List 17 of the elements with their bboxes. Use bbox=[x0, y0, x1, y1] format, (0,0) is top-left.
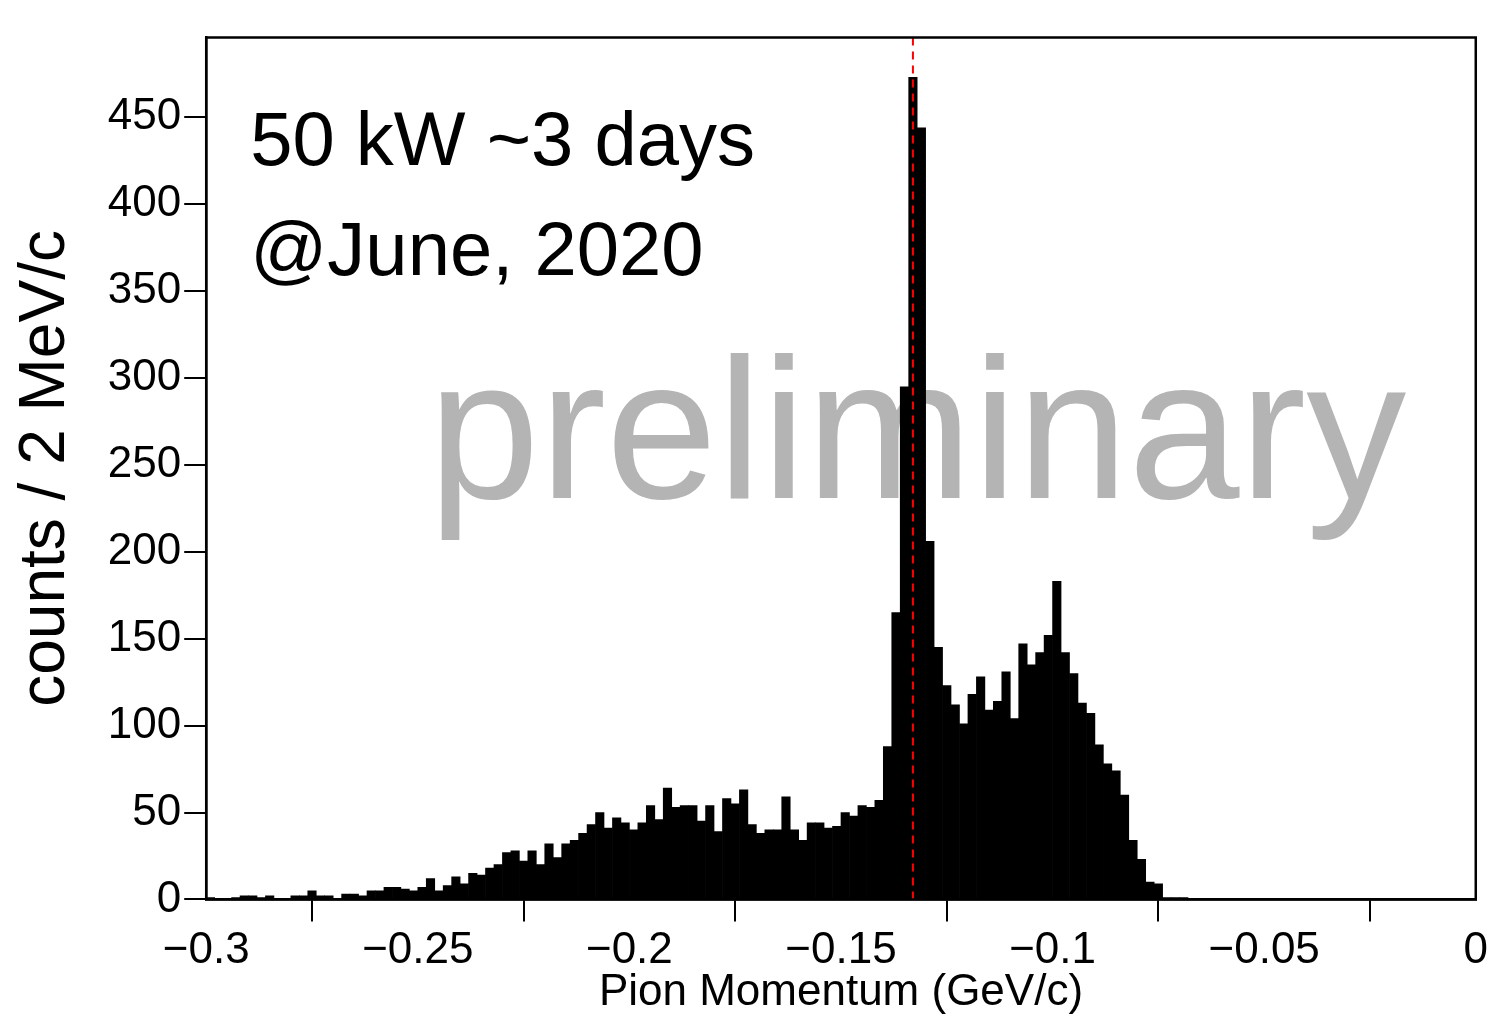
x-tick-label: 0 bbox=[1463, 922, 1489, 972]
y-tick-label: 150 bbox=[107, 610, 182, 660]
y-tick-label: 450 bbox=[107, 89, 182, 139]
y-axis-title: counts / 2 MeV/c bbox=[6, 230, 79, 707]
y-tick-label: 300 bbox=[107, 350, 182, 400]
y-tick-label: 0 bbox=[156, 871, 182, 921]
x-tick-label: −0.25 bbox=[362, 922, 474, 972]
y-tick-label: 400 bbox=[107, 176, 182, 226]
annotation: @June, 2020 bbox=[250, 206, 704, 292]
y-tick-label: 50 bbox=[132, 784, 182, 834]
y-tick-label: 200 bbox=[107, 523, 182, 573]
x-tick-label: −0.05 bbox=[1208, 922, 1320, 972]
y-tick-label: 100 bbox=[107, 697, 182, 747]
y-tick-label: 250 bbox=[107, 437, 182, 487]
y-tick-label: 350 bbox=[107, 263, 182, 313]
annotation: 50 kW ~3 days bbox=[250, 96, 756, 182]
x-tick-label: −0.3 bbox=[162, 922, 250, 972]
